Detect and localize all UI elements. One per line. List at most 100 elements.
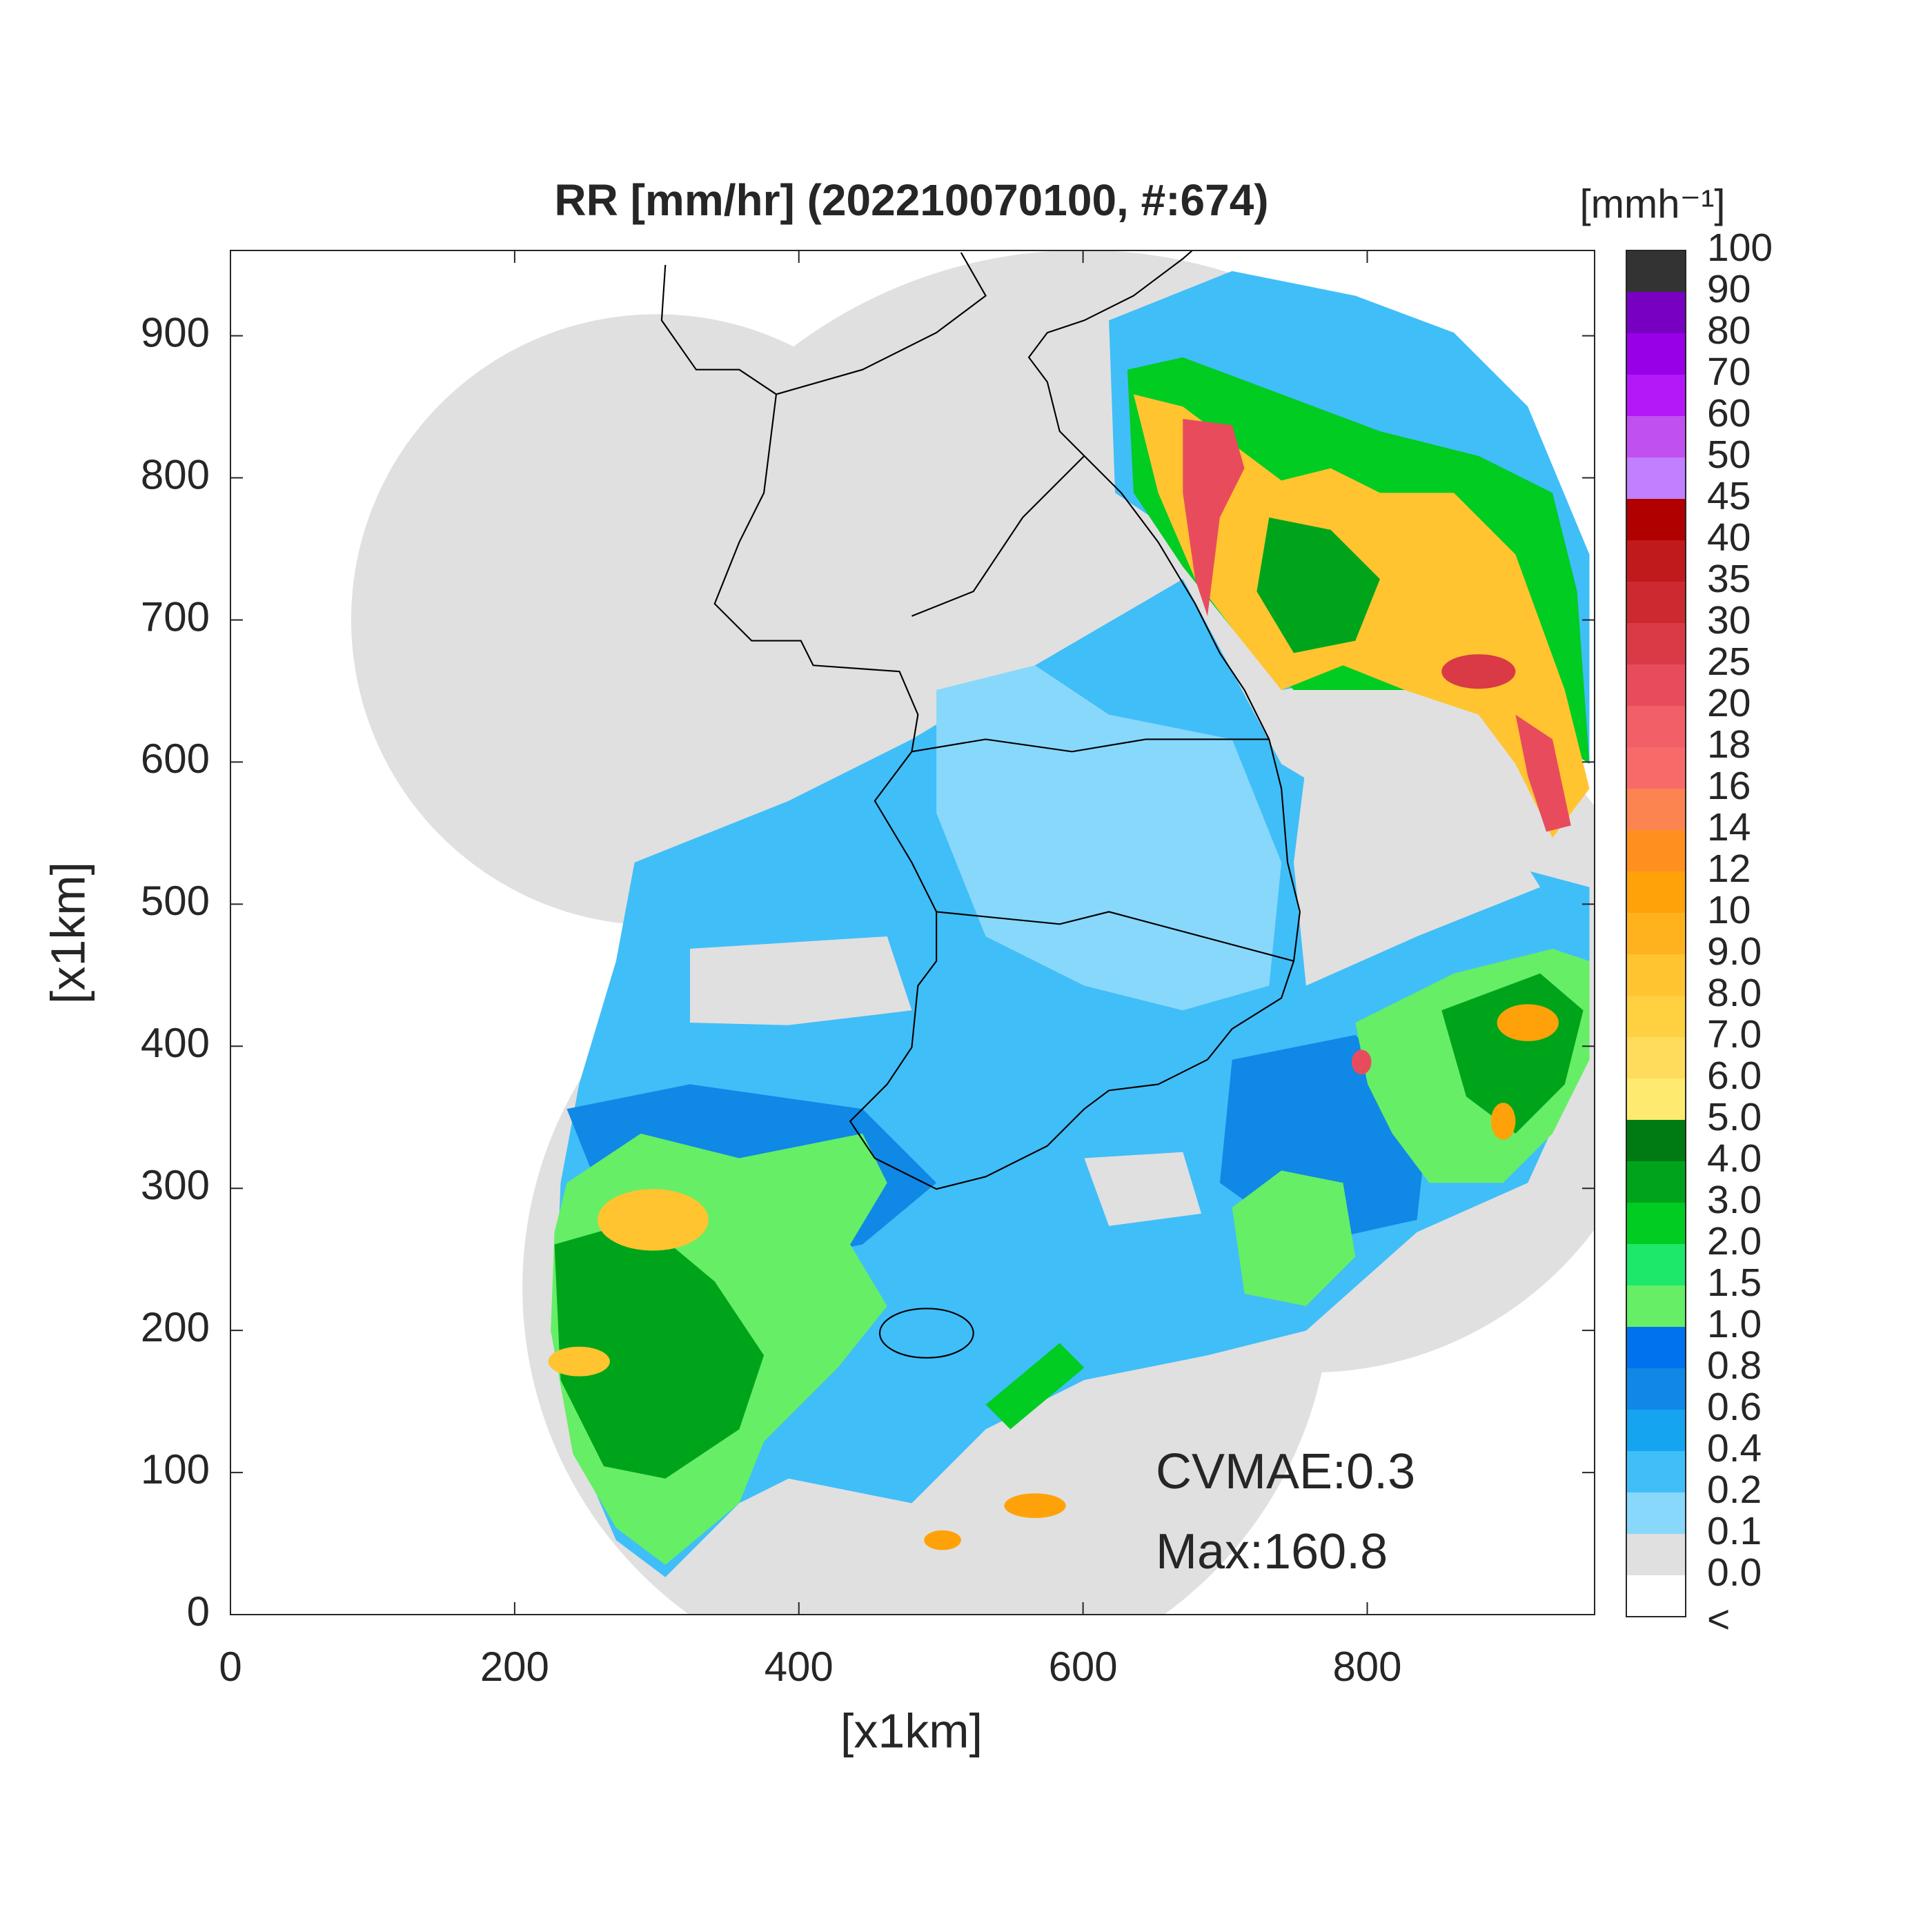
rain-cell (1004, 1493, 1066, 1518)
rain-area (554, 1219, 765, 1479)
radar-field (230, 250, 1595, 1615)
colorbar-tick-label: 3.0 (1707, 1178, 1762, 1222)
rain-cell (548, 1346, 610, 1377)
colorbar-segment (1626, 1244, 1686, 1285)
colorbar-segment (1626, 250, 1686, 292)
x-axis-label: [x1km] (840, 1704, 983, 1757)
border-path (911, 455, 1085, 617)
colorbar-tick-label: 0.8 (1707, 1343, 1762, 1388)
colorbar-tick-label: 10 (1707, 888, 1751, 932)
colorbar-segment (1626, 1037, 1686, 1078)
colorbar-tick-label: 60 (1707, 391, 1751, 435)
colorbar-tick-label: 0.2 (1707, 1468, 1762, 1512)
colorbar-segment (1626, 954, 1686, 996)
colorbar-tick-label: 2.0 (1707, 1219, 1762, 1263)
x-tick-label: 600 (1049, 1644, 1118, 1690)
island (878, 1308, 974, 1359)
y-tick-label: 300 (141, 1162, 210, 1208)
colorbar-tick-label: 1.0 (1707, 1302, 1762, 1346)
colorbar-tick-label: 14 (1707, 805, 1751, 849)
y-tick-label: 200 (141, 1304, 210, 1350)
colorbar-tick-label: 7.0 (1707, 1012, 1762, 1056)
rain-cell (598, 1189, 709, 1251)
border-path (936, 911, 1294, 962)
colorbar-tick-label: 0.1 (1707, 1509, 1762, 1553)
colorbar-segment (1626, 1575, 1686, 1617)
colorbar-tick-label: 0.6 (1707, 1385, 1762, 1429)
colorbar-tick-label: 40 (1707, 515, 1751, 560)
colorbar-segment (1626, 333, 1686, 375)
annotation: Max:160.8 (1156, 1524, 1388, 1579)
colorbar-tick-label: 70 (1707, 350, 1751, 394)
colorbar-tick-label: 80 (1707, 308, 1751, 353)
colorbar-segment (1626, 375, 1686, 416)
colorbar-segment (1626, 1203, 1686, 1244)
colorbar-segment (1626, 830, 1686, 871)
y-tick-label: 100 (141, 1446, 210, 1492)
rain-area (985, 1343, 1085, 1430)
colorbar-segment (1626, 871, 1686, 913)
colorbar-segment (1626, 1534, 1686, 1575)
y-tick-label: 900 (141, 309, 210, 355)
border-path (776, 252, 987, 395)
colorbar-tick-label: 9.0 (1707, 929, 1762, 974)
colorbar-tick-label: 18 (1707, 722, 1751, 767)
colorbar-segment (1626, 1410, 1686, 1451)
rain-area (1256, 517, 1380, 653)
y-axis-label: [x1km] (41, 862, 95, 1004)
rain-area (1232, 1170, 1356, 1306)
colorbar-tick-label: 0.4 (1707, 1426, 1762, 1470)
colorbar-segment (1626, 499, 1686, 540)
colorbar-tick-label: 5.0 (1707, 1095, 1762, 1139)
colorbar-tick-label: 90 (1707, 267, 1751, 311)
y-tick-label: 700 (141, 593, 210, 640)
border-path (911, 738, 1270, 753)
rain-cell (1351, 1049, 1372, 1075)
colorbar-segment (1626, 1078, 1686, 1120)
colorbar-segment (1626, 1161, 1686, 1203)
colorbar-tick-label: 8.0 (1707, 971, 1762, 1015)
x-tick-label: 200 (480, 1644, 549, 1690)
rain-cell (1490, 1103, 1516, 1140)
colorbar-tick-label: 30 (1707, 598, 1751, 642)
colorbar-tick-label: 16 (1707, 764, 1751, 808)
colorbar-segment (1626, 664, 1686, 706)
colorbar-segment (1626, 1451, 1686, 1492)
y-tick-label: 500 (141, 878, 210, 924)
dry-area (1084, 1152, 1202, 1226)
x-tick-label: 0 (219, 1644, 241, 1690)
dry-area (1293, 764, 1541, 986)
colorbar-segment (1626, 1327, 1686, 1368)
x-tick-label: 800 (1332, 1644, 1401, 1690)
rain-cell (1183, 419, 1245, 616)
coastline-path (660, 250, 1301, 1190)
x-tick-label: 400 (765, 1644, 834, 1690)
colorbar-segment (1626, 292, 1686, 333)
rain-cell (924, 1530, 961, 1550)
y-tick-label: 0 (187, 1588, 210, 1635)
colorbar-segment (1626, 457, 1686, 499)
colorbar-segment (1626, 1285, 1686, 1327)
colorbar-segment (1626, 623, 1686, 664)
colorbar-tick-label: 35 (1707, 557, 1751, 601)
colorbar-segment (1626, 706, 1686, 747)
y-tick-label: 800 (141, 451, 210, 497)
colorbar-tick-label: 0.0 (1707, 1550, 1762, 1595)
colorbar-segment (1626, 789, 1686, 830)
colorbar-segment (1626, 1120, 1686, 1161)
colorbar-segment (1626, 913, 1686, 954)
colorbar-segment (1626, 582, 1686, 623)
colorbar-tick-label: 6.0 (1707, 1054, 1762, 1098)
plot-frame (230, 250, 1595, 1615)
colorbar-tick-label: 12 (1707, 847, 1751, 891)
coastline (660, 250, 1301, 1359)
colorbar-label: [mmh⁻¹] (1579, 181, 1725, 226)
colorbar-frame (1626, 250, 1686, 1617)
colorbar-tick-label: 25 (1707, 640, 1751, 684)
colorbar-segment (1626, 1368, 1686, 1410)
annotation: CVMAE:0.3 (1156, 1444, 1415, 1499)
colorbar-tick-label: 20 (1707, 681, 1751, 725)
dry-area (689, 936, 912, 1025)
colorbar-segment (1626, 996, 1686, 1037)
colorbar-tick-label: 100 (1707, 226, 1773, 270)
